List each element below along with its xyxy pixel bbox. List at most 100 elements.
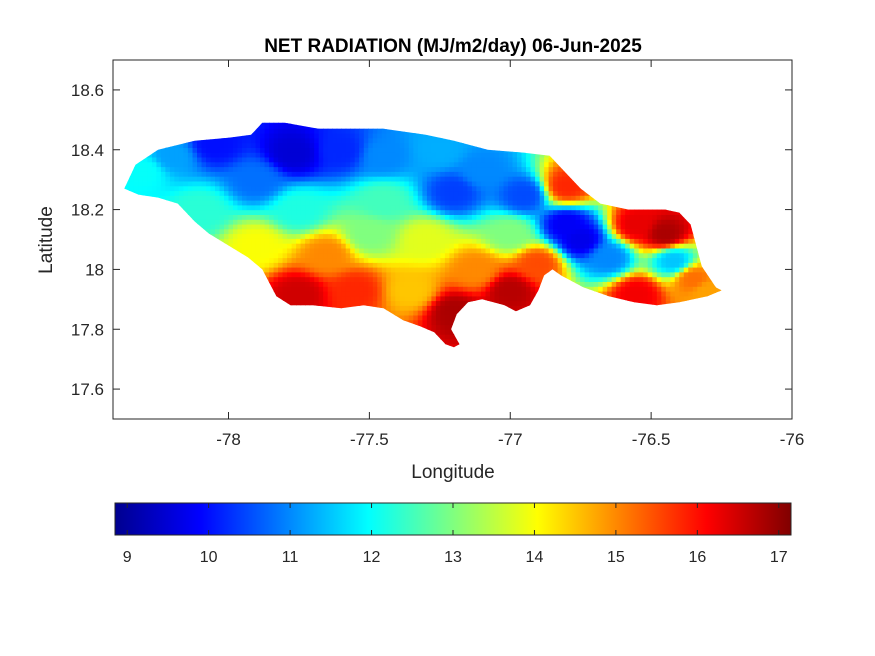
heatmap-cell [494,166,500,172]
heatmap-cell [381,128,387,134]
heatmap-cell [359,214,365,220]
heatmap-cell [404,300,410,306]
heatmap-cell [539,271,545,278]
heatmap-cell [336,262,342,268]
heatmap-cell [417,185,423,192]
heatmap-cell [426,281,432,287]
heatmap-cell [269,161,275,168]
heatmap-cell [363,180,369,187]
heatmap-cell [287,238,293,244]
heatmap-cell [206,171,212,177]
heatmap-cell [138,161,144,168]
heatmap-cell [444,161,450,168]
heatmap-cell [264,122,270,124]
heatmap-cell [278,180,284,187]
heatmap-cell [278,214,284,220]
heatmap-cell [318,166,324,172]
heatmap-cell [269,223,275,230]
heatmap-cell [485,185,491,192]
heatmap-cell [174,156,180,163]
heatmap-cell [449,190,455,196]
heatmap-cell [341,228,347,235]
heatmap-cell [219,219,225,225]
heatmap-cell [539,200,545,206]
heatmap-cell [521,233,527,239]
heatmap-cell [237,152,243,158]
heatmap-cell [377,137,383,144]
heatmap-cell [535,214,541,220]
heatmap-cell [363,300,369,306]
heatmap-cell [386,166,392,172]
heatmap-cell [399,161,405,168]
heatmap-cell [372,247,378,254]
heatmap-cell [255,190,261,196]
heatmap-cell [499,161,505,168]
heatmap-cell [521,243,527,249]
heatmap-cell [174,180,180,187]
heatmap-cell [453,276,459,282]
heatmap-cell [526,267,532,273]
heatmap-cell [426,286,432,292]
heatmap-cell [291,137,297,144]
heatmap-cell [350,257,356,263]
heatmap-cell [296,223,302,230]
heatmap-cell [390,128,396,134]
heatmap-cell [386,147,392,153]
heatmap-cell [435,329,441,335]
heatmap-cell [426,310,432,316]
heatmap-cell [246,133,252,139]
heatmap-cell [215,219,221,225]
heatmap-cell [332,257,338,263]
heatmap-cell [350,156,356,163]
heatmap-cell [395,281,401,287]
heatmap-cell [233,176,239,182]
heatmap-cell [508,156,514,163]
heatmap-cell [237,223,243,230]
heatmap-cell [381,156,387,163]
heatmap-cell [219,176,225,182]
heatmap-cell [309,233,315,239]
heatmap-cell [435,324,441,330]
heatmap-cell [264,238,270,244]
heatmap-cell [381,190,387,196]
heatmap-cell [413,171,419,177]
heatmap-cell [368,252,374,259]
heatmap-cell [359,243,365,249]
heatmap-cell [372,161,378,168]
heatmap-cell [309,243,315,249]
heatmap-cell [237,247,243,254]
heatmap-cell [530,252,536,259]
heatmap-cell [228,152,234,158]
heatmap-cell [183,176,189,182]
heatmap-cell [399,286,405,292]
heatmap-cell [467,291,473,297]
heatmap-cell [372,223,378,230]
heatmap-cell [287,137,293,144]
heatmap-cell [233,209,239,215]
heatmap-cell [300,271,306,278]
heatmap-cell [390,271,396,278]
heatmap-cell [260,171,266,177]
heatmap-cell [417,166,423,172]
heatmap-cell [462,152,468,158]
heatmap-cell [404,228,410,235]
heatmap-cell [562,195,568,201]
heatmap-cell [535,171,541,177]
heatmap-cell [503,291,509,297]
heatmap-cell [273,291,279,297]
heatmap-cell [377,238,383,244]
heatmap-cell [269,185,275,192]
heatmap-cell [381,300,387,306]
heatmap-cell [458,243,464,249]
heatmap-cell [503,214,509,220]
heatmap-cell [305,214,311,220]
heatmap-cell [363,209,369,215]
heatmap-cell [435,295,441,302]
heatmap-cell [237,243,243,249]
heatmap-cell [359,156,365,163]
heatmap-cell [327,171,333,177]
heatmap-cell [354,166,360,172]
heatmap-cell [237,195,243,201]
heatmap-cell [481,176,487,182]
heatmap-cell [237,142,243,148]
